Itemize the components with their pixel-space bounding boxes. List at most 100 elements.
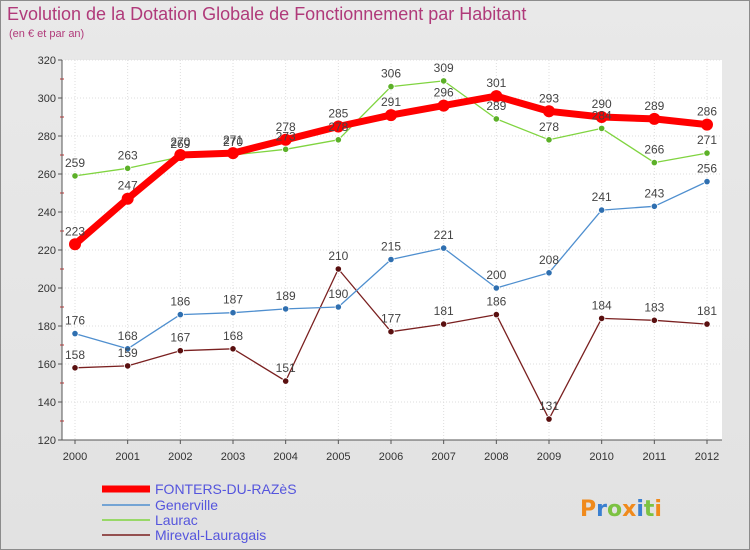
data-label: 256 — [697, 162, 717, 176]
data-point — [334, 265, 342, 273]
data-label: 241 — [592, 190, 612, 204]
data-point — [385, 109, 397, 122]
data-point — [648, 112, 661, 125]
data-label: 223 — [65, 224, 85, 238]
x-tick-label: 2009 — [537, 451, 561, 463]
x-tick-label: 2003 — [221, 451, 245, 463]
x-tick-label: 2002 — [168, 451, 192, 463]
data-label: 184 — [592, 298, 612, 312]
data-point — [440, 244, 448, 252]
data-label: 286 — [697, 105, 717, 119]
y-tick-label: 280 — [38, 131, 56, 143]
data-point — [229, 309, 237, 317]
data-label: 131 — [539, 399, 559, 413]
data-label: 289 — [486, 99, 506, 113]
data-label: 278 — [276, 120, 296, 134]
logo-text: Proxiti — [580, 497, 662, 522]
data-label: 259 — [65, 156, 85, 170]
y-tick-label: 160 — [38, 359, 56, 371]
data-point — [332, 120, 345, 133]
data-label: 271 — [223, 133, 243, 147]
data-point — [124, 362, 132, 370]
legend: FONTERS-DU-RAZèSGenervilleLauracMireval-… — [102, 481, 297, 543]
logo-letter: r — [596, 497, 607, 522]
logo-letter: x — [622, 497, 636, 522]
data-point — [545, 415, 553, 423]
data-point — [279, 133, 292, 146]
y-tick-label: 180 — [38, 321, 56, 333]
legend-label: Mireval-Lauragais — [155, 527, 266, 543]
data-label: 284 — [592, 108, 612, 122]
y-tick-label: 300 — [38, 93, 56, 105]
data-label: 270 — [170, 135, 190, 149]
data-label: 159 — [118, 346, 138, 360]
y-tick-label: 120 — [38, 435, 56, 447]
chart-subtitle: (en € et par an) — [9, 28, 85, 40]
x-tick-label: 2007 — [431, 451, 455, 463]
data-point — [703, 320, 711, 328]
data-point — [282, 377, 290, 385]
data-label: 151 — [276, 361, 296, 375]
y-tick-label: 200 — [38, 283, 56, 295]
x-tick-label: 2001 — [115, 451, 139, 463]
data-point — [595, 111, 608, 123]
data-label: 278 — [539, 120, 559, 134]
data-label: 168 — [223, 329, 243, 343]
data-point — [598, 124, 606, 132]
data-point — [490, 90, 503, 103]
data-point — [703, 178, 711, 186]
data-point — [227, 147, 239, 160]
data-label: 301 — [486, 76, 506, 90]
y-tick-label: 320 — [38, 55, 56, 67]
data-label: 269 — [170, 137, 190, 151]
x-tick-label: 2005 — [326, 451, 350, 463]
data-point — [598, 314, 606, 322]
data-point — [71, 172, 79, 180]
data-point — [124, 164, 132, 172]
data-label: 247 — [118, 179, 138, 193]
data-point — [492, 310, 500, 319]
data-point — [545, 269, 553, 277]
data-point — [492, 284, 500, 292]
proxiti-logo: Proxiti — [580, 497, 662, 522]
data-label: 271 — [697, 133, 717, 147]
data-point — [437, 99, 450, 112]
data-label: 200 — [486, 268, 506, 282]
data-point — [703, 149, 711, 157]
x-tick-label: 2011 — [643, 451, 667, 463]
logo-letter: o — [607, 497, 622, 522]
x-tick-label: 2012 — [695, 451, 719, 463]
data-label: 278 — [328, 120, 348, 134]
data-label: 296 — [434, 86, 454, 100]
data-label: 189 — [276, 289, 296, 303]
data-label: 187 — [223, 293, 243, 307]
data-point — [69, 238, 81, 251]
data-label: 285 — [328, 107, 348, 121]
series-layer — [69, 77, 713, 423]
data-label: 186 — [170, 295, 190, 309]
data-label: 168 — [118, 329, 138, 343]
y-tick-label: 260 — [38, 169, 56, 181]
data-label: 243 — [644, 186, 664, 200]
data-label: 215 — [381, 240, 401, 254]
data-point — [387, 255, 395, 264]
data-label: 210 — [328, 249, 348, 263]
logo-letter: P — [580, 497, 596, 522]
data-point — [598, 206, 606, 214]
legend-label: FONTERS-DU-RAZèS — [155, 481, 297, 497]
y-tick-label: 220 — [38, 245, 56, 257]
data-point — [71, 329, 79, 338]
data-label: 289 — [644, 99, 664, 113]
data-label: 273 — [276, 129, 296, 143]
data-label: 306 — [381, 67, 401, 81]
data-point — [174, 149, 187, 161]
legend-label: Generville — [155, 497, 218, 513]
data-point — [650, 159, 658, 167]
data-label: 263 — [118, 148, 138, 162]
data-point — [543, 105, 555, 118]
data-point — [124, 345, 132, 353]
data-point — [650, 316, 658, 324]
axes: 120 140 160 180 200 220 240 260 280 300 320 2000 200… — [38, 55, 722, 463]
logo-letter: t — [644, 497, 655, 522]
